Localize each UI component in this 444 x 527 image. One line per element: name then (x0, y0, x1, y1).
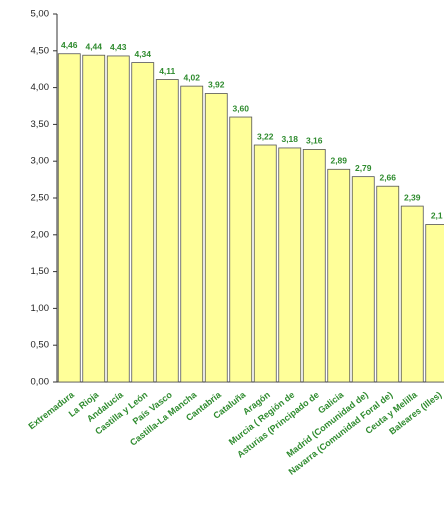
value-label: 4,11 (159, 66, 175, 76)
bar (57, 53, 81, 383)
bar (155, 79, 179, 383)
value-label: 3,60 (232, 103, 249, 113)
y-tick-label: 0,00 (31, 377, 50, 388)
bar (400, 205, 424, 383)
y-tick-label: 0,50 (31, 340, 50, 351)
value-label: 4,34 (134, 49, 151, 59)
bar (302, 149, 326, 383)
value-label: 3,16 (306, 136, 323, 146)
value-label: 2,89 (330, 156, 347, 166)
value-label: 2,39 (404, 192, 421, 202)
bar (376, 185, 400, 383)
value-label: 4,43 (110, 42, 127, 52)
value-label: 3,92 (208, 80, 225, 90)
y-tick-label: 3,50 (31, 119, 50, 130)
y-tick-label: 2,00 (31, 229, 50, 240)
bar (204, 93, 228, 383)
bar (425, 224, 444, 383)
bar (180, 85, 204, 383)
value-label: 4,02 (183, 72, 200, 82)
y-tick-label: 1,00 (31, 303, 50, 314)
y-tick-label: 2,50 (31, 193, 50, 204)
value-label: 4,44 (85, 41, 102, 51)
bar (106, 55, 130, 383)
bar (278, 147, 302, 383)
bar (253, 144, 277, 383)
value-label: 3,18 (281, 134, 298, 144)
bar (82, 54, 106, 383)
y-tick-label: 1,50 (31, 266, 50, 277)
value-label: 2,79 (355, 163, 372, 173)
value-label: 4,46 (61, 40, 78, 50)
bar (229, 116, 253, 383)
value-label: 2,1 (431, 211, 443, 221)
bar (327, 168, 351, 383)
bar (131, 62, 155, 383)
y-tick-label: 4,50 (31, 45, 50, 56)
y-tick-label: 3,00 (31, 156, 50, 167)
y-tick-label: 5,00 (31, 9, 50, 20)
y-tick-label: 4,00 (31, 82, 50, 93)
value-label: 3,22 (257, 131, 274, 141)
value-label: 2,66 (379, 172, 396, 182)
bar (351, 176, 375, 383)
